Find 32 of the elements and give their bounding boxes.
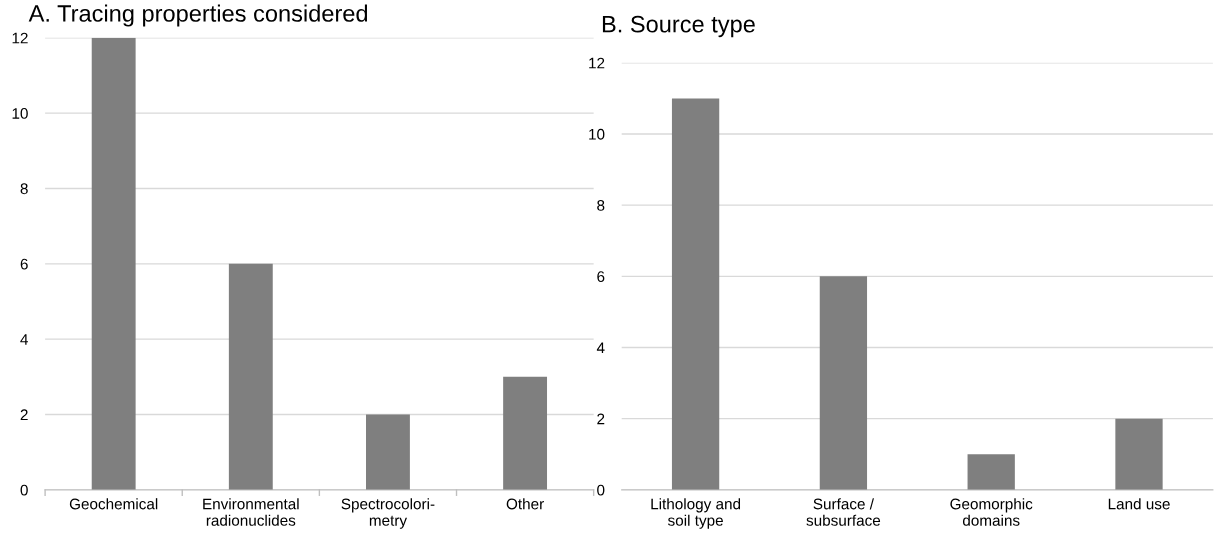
y-tick-label: 0 xyxy=(597,484,605,496)
x-tick-label: Surface / subsurface xyxy=(806,498,881,526)
y-tick-label: 2 xyxy=(20,409,28,421)
x-tick-label: Environmental radionuclides xyxy=(203,498,299,526)
chart-title: B. Source type xyxy=(602,15,755,38)
bar xyxy=(819,276,868,490)
bar xyxy=(671,98,720,490)
x-tick-label: Geochemical xyxy=(69,498,158,510)
x-tick-label: Land use xyxy=(1108,498,1170,510)
y-tick-label: 4 xyxy=(20,334,28,345)
x-tick-label: Lithology and soil type xyxy=(651,498,741,529)
x-tick-label: Other xyxy=(506,498,544,510)
x-tick-label: Spectrocolori- metry xyxy=(341,498,435,529)
y-tick-label: 2 xyxy=(597,413,605,425)
y-tick-label: 6 xyxy=(597,271,605,283)
y-tick-label: 10 xyxy=(589,128,605,140)
bar xyxy=(967,454,1015,490)
x-tick-label: Geomorphic domains xyxy=(950,498,1033,526)
y-tick-label: 8 xyxy=(20,183,28,195)
bar xyxy=(91,37,136,490)
y-tick-label: 12 xyxy=(12,32,28,44)
bar xyxy=(366,414,410,490)
chart-title: A. Tracing properties considered xyxy=(28,4,368,27)
y-tick-label: 4 xyxy=(596,342,605,354)
y-tick-label: 8 xyxy=(597,200,605,211)
y-tick-label: 12 xyxy=(589,57,605,69)
bar xyxy=(228,263,273,490)
y-tick-label: 10 xyxy=(12,108,28,119)
y-tick-label: 6 xyxy=(20,258,28,270)
bar xyxy=(503,376,548,490)
y-tick-label: 0 xyxy=(20,484,28,496)
bar xyxy=(1115,418,1163,490)
